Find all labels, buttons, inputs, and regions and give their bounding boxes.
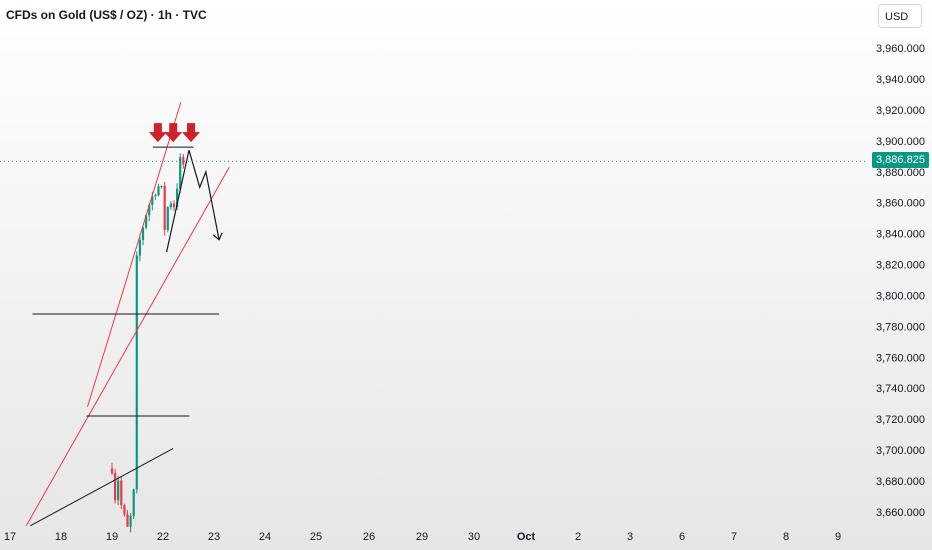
x-tick-label: 8: [783, 531, 789, 543]
x-tick-label: 24: [259, 531, 271, 543]
candle-body: [172, 203, 176, 208]
candle-body: [163, 185, 166, 230]
support-trendline: [30, 448, 174, 527]
y-tick-label: 3,780.000: [876, 321, 925, 333]
currency-selector[interactable]: USD: [878, 4, 922, 28]
candle-body: [129, 515, 132, 527]
candle-body: [179, 157, 182, 189]
y-tick-label: 3,720.000: [876, 414, 925, 426]
candle-body: [154, 195, 157, 197]
candle-body: [114, 473, 117, 501]
channel-upper-line: [87, 102, 182, 407]
candle-body: [166, 207, 169, 230]
x-tick-label: 18: [55, 531, 67, 543]
x-tick-label: 6: [679, 531, 685, 543]
candle-body: [135, 255, 138, 490]
x-tick-label: 30: [468, 531, 480, 543]
x-tick-label: 17: [4, 531, 16, 543]
candle-body: [169, 203, 172, 208]
y-tick-label: 3,760.000: [876, 352, 925, 364]
x-tick-label: 7: [731, 531, 737, 543]
projection-arrowhead: [212, 232, 223, 241]
candle-body: [160, 185, 163, 187]
candle-body: [141, 227, 145, 241]
x-tick-label: 22: [157, 531, 169, 543]
candle-body: [182, 157, 185, 165]
chart-title: CFDs on Gold (US$ / OZ) · 1h · TVC: [6, 8, 207, 22]
y-tick-label: 3,840.000: [876, 229, 925, 241]
x-tick-label: 23: [208, 531, 220, 543]
y-tick-label: 3,700.000: [876, 445, 925, 457]
candle-body: [145, 215, 148, 228]
y-tick-label: 3,960.000: [876, 43, 925, 55]
y-tick-label: 3,660.000: [876, 507, 925, 519]
y-tick-label: 3,820.000: [876, 260, 925, 272]
y-tick-label: 3,920.000: [876, 105, 925, 117]
resistance-arrow-icon: [182, 123, 201, 143]
x-tick-label: Oct: [517, 531, 536, 543]
y-tick-label: 3,940.000: [876, 74, 925, 86]
x-tick-label: 19: [106, 531, 118, 543]
y-tick-label: 3,740.000: [876, 383, 925, 395]
y-tick-label: 3,900.000: [876, 136, 925, 148]
x-tick-label: 9: [835, 531, 841, 543]
y-tick-label: 3,880.000: [876, 167, 925, 179]
resistance-arrow-icon: [148, 123, 167, 143]
x-tick-label: 25: [310, 531, 322, 543]
candle-body: [148, 205, 151, 216]
x-tick-label: 3: [627, 531, 633, 543]
x-tick-label: 26: [363, 531, 375, 543]
candle-body: [126, 514, 129, 527]
candles: [110, 153, 185, 533]
candle-body: [151, 196, 154, 206]
candle-body: [123, 505, 126, 515]
y-tick-label: 3,680.000: [876, 476, 925, 488]
projection-path: [165, 150, 220, 253]
candle-body: [120, 480, 123, 506]
x-tick-label: 29: [416, 531, 428, 543]
candle-body: [157, 186, 160, 196]
candle-body: [138, 240, 141, 256]
current-price-tag: 3,886.825: [872, 152, 929, 169]
candle-body: [176, 188, 179, 208]
candle-body: [132, 489, 135, 516]
x-tick-label: 2: [575, 531, 581, 543]
annotations: [0, 102, 868, 527]
y-tick-label: 3,860.000: [876, 198, 925, 210]
candle-body: [110, 468, 114, 474]
channel-lower-line: [25, 166, 230, 526]
y-tick-label: 3,800.000: [876, 290, 925, 302]
resistance-arrow-icon: [164, 123, 183, 143]
candle-body: [117, 480, 120, 501]
